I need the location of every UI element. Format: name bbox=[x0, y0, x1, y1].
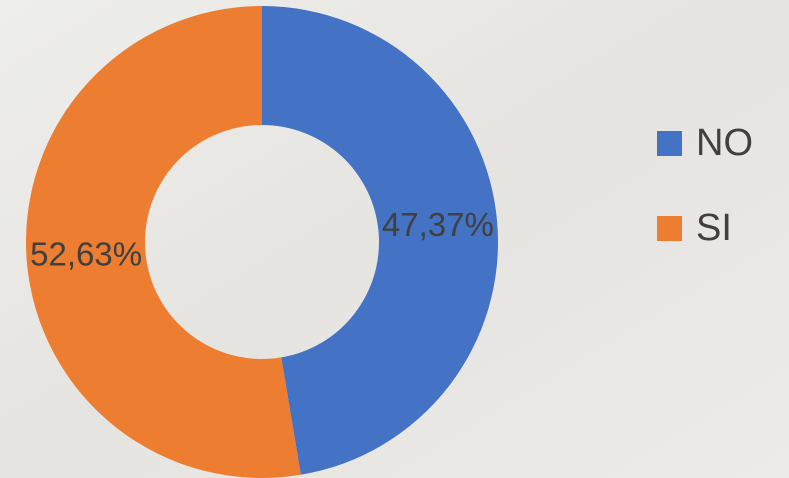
legend-label: SI bbox=[696, 207, 732, 249]
legend-swatch bbox=[657, 216, 682, 241]
legend-label: NO bbox=[696, 122, 753, 164]
slice bbox=[262, 6, 499, 475]
plot-area: 47,37% 52,63% NO SI bbox=[26, 6, 753, 478]
slice bbox=[26, 6, 301, 478]
legend-swatch bbox=[657, 131, 682, 156]
value-label: 47,37% bbox=[382, 206, 494, 243]
value-label: 52,63% bbox=[30, 235, 142, 272]
